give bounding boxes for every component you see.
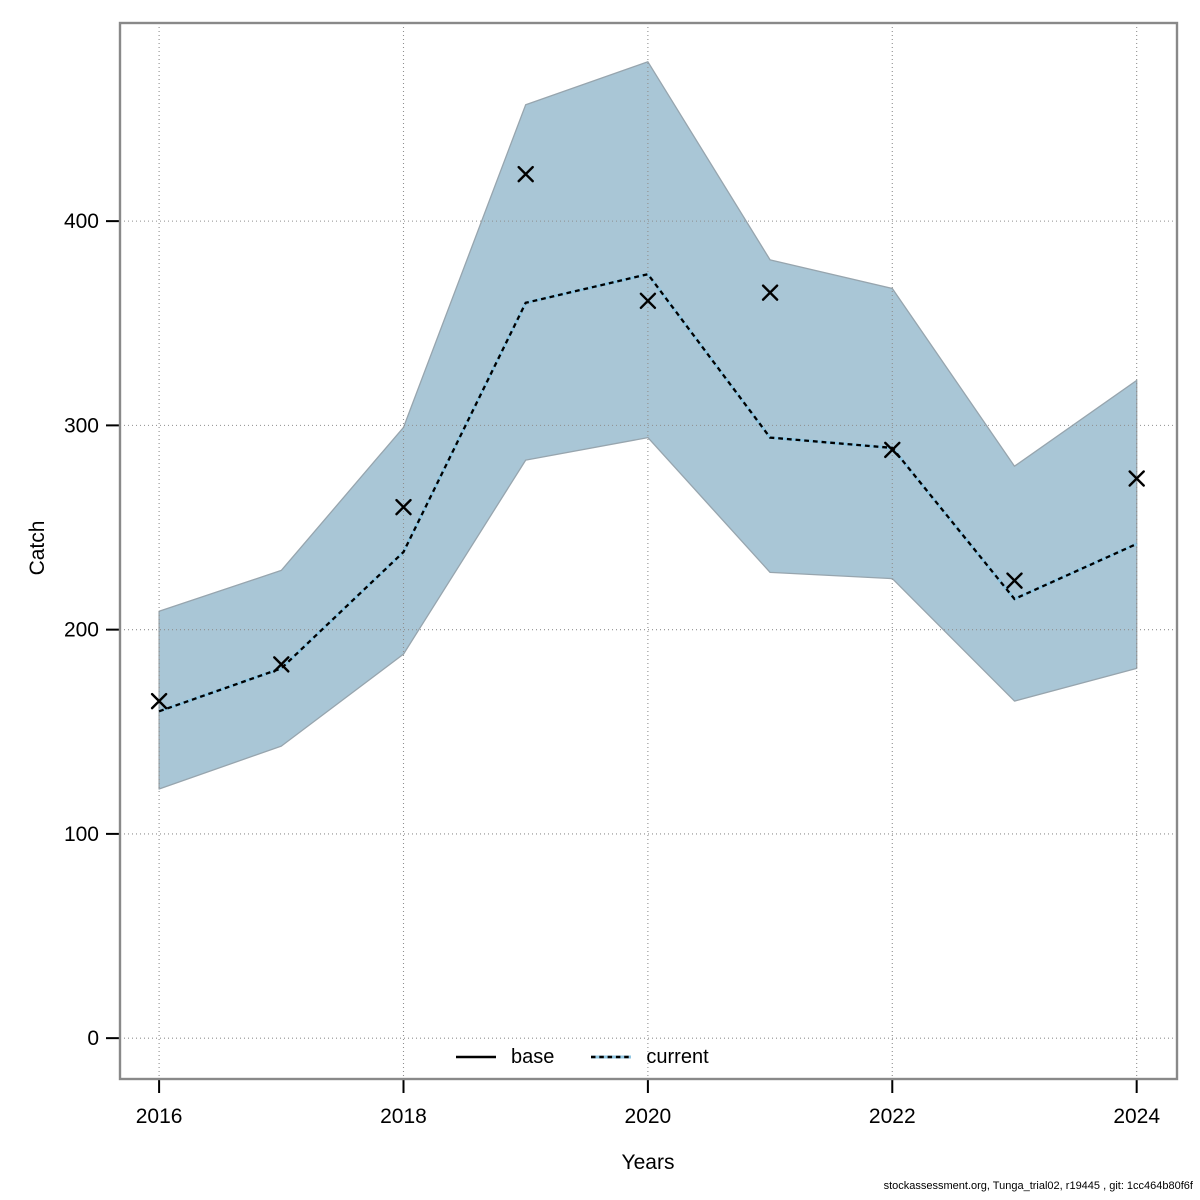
current-line: [158, 272, 1138, 713]
legend-label-base: base: [511, 1045, 555, 1068]
x-axis-label: Years: [621, 1151, 675, 1174]
y-tick-label: 100: [64, 823, 99, 846]
y-tick-label: 400: [64, 210, 99, 233]
x-tick-label: 2018: [380, 1105, 427, 1128]
legend-line-dotted-icon: [591, 1055, 632, 1059]
legend: base current: [455, 1044, 709, 1070]
y-tick-label: 0: [87, 1027, 99, 1050]
x-tick-label: 2016: [136, 1105, 183, 1128]
y-tick-label: 300: [64, 414, 99, 437]
observation-x-markers: [150, 165, 1145, 710]
legend-item-current: current: [590, 1045, 709, 1069]
y-axis-label: Catch: [26, 520, 49, 576]
y-tick-label: 200: [64, 619, 99, 642]
legend-line-solid-icon: [456, 1055, 496, 1059]
plot-border: [118, 21, 1179, 1081]
footer-note: stockassessment.org, Tunga_trial02, r194…: [883, 1180, 1193, 1192]
legend-item-base: base: [455, 1046, 554, 1069]
legend-label-current: current: [646, 1045, 709, 1068]
x-tick-label: 2024: [1113, 1105, 1160, 1128]
x-tick-label: 2020: [625, 1105, 672, 1128]
x-tick-label: 2022: [869, 1105, 916, 1128]
